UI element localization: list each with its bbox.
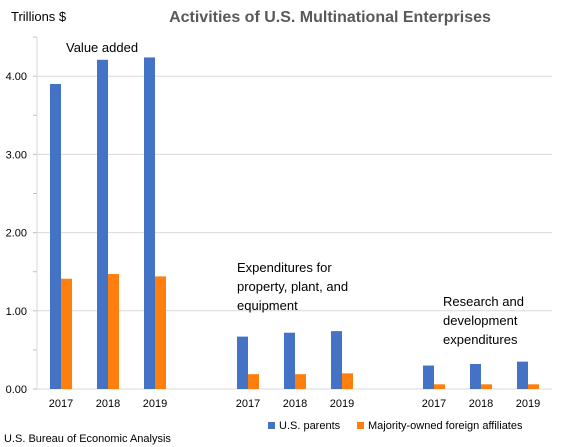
bar-us-parents [97,59,108,389]
x-axis-labels: 2017 2018 2019 2017 2018 2019 2017 2018 2019 [49,398,540,410]
y-tick-label: 2.00 [6,228,27,240]
annotation-ppe-line: property, plant, and [237,279,348,294]
bars [50,57,539,390]
y-tick-label: 3.00 [6,149,27,161]
x-tick-label: 2018 [469,398,493,410]
x-tick-label: 2017 [422,398,446,410]
y-tick-label: 1.00 [6,306,27,318]
annotation-ppe-line: Expenditures for [237,260,332,275]
y-tick-label: 0.00 [6,384,27,396]
x-tick-label: 2017 [49,398,73,410]
bar-us-parents [144,57,155,389]
bar-us-parents [331,331,342,389]
annotation-rd-line: expenditures [443,332,518,347]
legend-label-us-parents: U.S. parents [279,420,341,432]
x-tick-label: 2017 [236,398,260,410]
legend-label-foreign-affiliates: Majority-owned foreign affiliates [368,420,523,432]
y-axis-label: Trillions $ [11,9,67,24]
gridlines [33,36,552,390]
annotation-rd-line: development [443,313,518,328]
bar-us-parents [470,363,481,389]
x-tick-label: 2019 [330,398,354,410]
bar-foreign-affiliates [528,384,539,389]
bar-foreign-affiliates [155,276,166,389]
legend-swatch-us-parents [268,422,275,429]
bar-us-parents [284,332,295,389]
source-note: U.S. Bureau of Economic Analysis [4,433,171,445]
bar-foreign-affiliates [248,374,259,389]
x-tick-label: 2019 [143,398,167,410]
legend: U.S. parents Majority-owned foreign affil… [268,420,523,432]
bar-foreign-affiliates [61,278,72,389]
y-axis-ticks: 0.00 1.00 2.00 3.00 4.00 [6,71,27,396]
annotation-rd-line: Research and [443,294,524,309]
group-annotations: Value added Expenditures for property, pla… [66,40,524,347]
x-tick-label: 2018 [96,398,120,410]
bar-us-parents [423,365,434,389]
bar-foreign-affiliates [295,374,306,389]
annotation-ppe-line: equipment [237,298,298,313]
chart-title: Activities of U.S. Multinational Enterpr… [169,9,491,26]
bar-us-parents [50,84,61,390]
x-tick-label: 2018 [283,398,307,410]
bar-foreign-affiliates [342,373,353,389]
bar-foreign-affiliates [481,384,492,389]
bar-foreign-affiliates [108,274,119,389]
x-tick-label: 2019 [516,398,540,410]
legend-swatch-foreign-affiliates [357,422,364,429]
bar-foreign-affiliates [434,384,445,389]
annotation-value-added: Value added [66,40,138,55]
y-tick-label: 4.00 [6,71,27,83]
bar-us-parents [237,336,248,389]
bar-us-parents [517,361,528,389]
